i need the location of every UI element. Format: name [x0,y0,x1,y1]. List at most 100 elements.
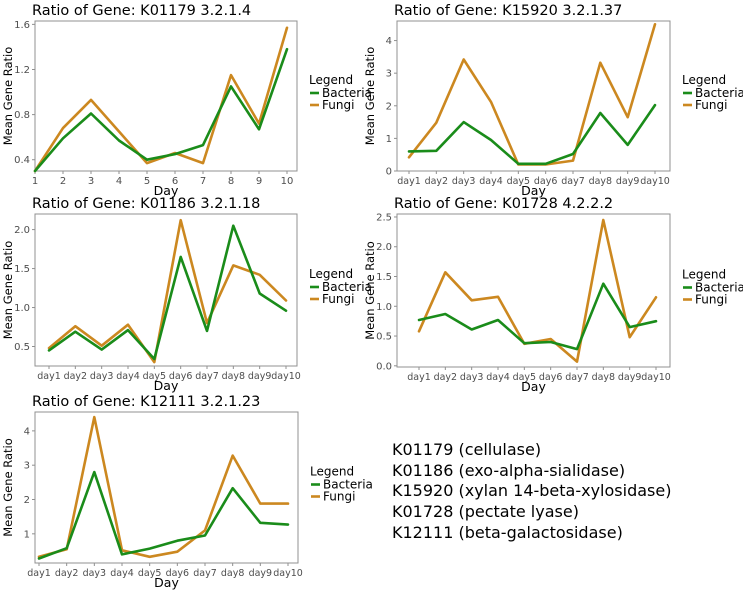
x-tick-label: day9 [618,372,642,383]
x-tick-label: 6 [172,176,178,187]
x-tick-label: day7 [195,371,219,382]
gene-key: K01179 (cellulase) K01186 (exo-alpha-sia… [392,440,671,543]
chart-panel-3: Ratio of Gene: K01186 3.2.1.18 0.5 1.0 1.5 2… [1,196,372,393]
x-tick-label: day2 [425,176,449,187]
x-tick-label: day6 [534,176,558,187]
x-tick-label: day4 [479,176,503,187]
legend-label: Fungi [695,293,727,307]
y-tick-label: 1.0 [14,303,30,314]
x-tick-label: day2 [64,371,88,382]
legend-label: Fungi [695,98,727,112]
chart-title: Ratio of Gene: K01186 3.2.1.18 [32,196,260,212]
y-tick-label: 1.5 [376,272,392,283]
y-axis-label: Mean Gene Ratio [363,47,377,146]
y-tick-label: 1 [24,529,30,540]
x-tick-label: day9 [616,176,640,187]
x-axis-label: Day [154,378,179,393]
y-tick-label: 0.0 [376,361,392,372]
x-tick-label: 4 [116,176,122,187]
y-tick-label: 0.8 [14,110,30,121]
x-tick-label: day10 [273,568,303,579]
x-tick-label: day1 [407,372,431,383]
gene-key-item: K01728 (pectate lyase) [392,502,579,522]
chart-title: Ratio of Gene: K01179 3.2.1.4 [32,3,251,19]
legend-title: Legend [309,267,353,281]
x-tick-label: day8 [221,568,245,579]
x-tick-label: day3 [90,371,114,382]
chart-panel-2: Ratio of Gene: K15920 3.2.1.37 0 1 2 3 4 day1 d… [363,3,743,198]
x-tick-label: 3 [88,176,94,187]
y-tick-label: 1.6 [14,20,30,31]
x-tick-label: day2 [55,568,79,579]
x-tick-label: day9 [249,568,273,579]
y-tick-label: 2.0 [376,242,392,253]
plot-frame [34,213,298,367]
x-tick-label: day4 [486,372,510,383]
plot-frame [34,411,299,564]
x-tick-label: day10 [271,371,301,382]
x-tick-label: 10 [281,176,294,187]
y-axis-label: Mean Gene Ratio [1,47,15,146]
y-tick-label: 0.5 [376,332,392,343]
series-line-bacteria [417,282,658,351]
legend-label: Bacteria [695,281,743,295]
x-tick-label: day6 [166,568,190,579]
y-tick-label: 1.0 [376,302,392,313]
y-axis-label: Mean Gene Ratio [363,241,377,340]
y-tick-label: 2.0 [14,225,30,236]
x-tick-label: day10 [641,372,671,383]
y-tick-label: 2.5 [376,212,392,223]
legend-label: Bacteria [322,280,372,294]
y-tick-label: 1 [386,134,392,145]
x-tick-label: 1 [32,176,38,187]
x-tick-label: day5 [138,568,162,579]
chart-title: Ratio of Gene: K01728 4.2.2.2 [394,196,613,212]
x-tick-label: day7 [193,568,217,579]
x-tick-label: day7 [561,176,585,187]
x-tick-label: day6 [539,372,563,383]
x-tick-label: day6 [169,371,193,382]
y-tick-label: 3 [386,69,392,80]
chart-title: Ratio of Gene: K15920 3.2.1.37 [394,3,622,19]
y-tick-label: 1.2 [14,65,30,76]
x-tick-label: day10 [640,176,670,187]
y-tick-label: 2 [24,495,30,506]
x-tick-label: 7 [200,176,206,187]
x-tick-label: day1 [37,371,61,382]
gene-key-item: K12111 (beta-galactosidase) [392,522,623,542]
legend-title: Legend [682,268,726,282]
x-tick-label: 8 [228,176,234,187]
x-tick-label: 2 [60,176,66,187]
x-axis-label: Day [154,183,179,198]
x-tick-label: day5 [143,371,167,382]
y-axis-label: Mean Gene Ratio [1,241,15,340]
chart-panel-4: Ratio of Gene: K01728 4.2.2.2 0.0 0.5 1.0 1.… [363,196,743,394]
x-tick-label: day1 [27,568,51,579]
x-axis-label: Day [521,183,546,198]
y-tick-label: 0 [386,167,392,178]
series-line-bacteria [33,47,289,173]
legend-label: Fungi [323,490,355,504]
x-tick-label: day8 [592,372,616,383]
x-axis-label: Day [521,379,546,394]
x-tick-label: day9 [248,371,272,382]
legend-title: Legend [309,73,353,87]
legend-label: Fungi [322,292,354,306]
y-tick-label: 0.4 [14,155,30,166]
y-tick-label: 1.5 [14,264,30,275]
chart-title: Ratio of Gene: K12111 3.2.1.23 [32,394,260,410]
x-tick-label: day7 [565,372,589,383]
x-tick-label: day3 [460,372,484,383]
legend-label: Bacteria [323,478,373,492]
x-tick-label: day3 [452,176,476,187]
gene-key-item: K15920 (xylan 14-beta-xylosidase) [392,481,672,501]
y-tick-label: 0.5 [14,342,30,353]
x-tick-label: day8 [589,176,613,187]
plot-frame [34,20,298,172]
x-tick-label: 9 [256,176,262,187]
series-line-bacteria [47,224,288,361]
series-line-bacteria [37,470,290,560]
y-tick-label: 2 [386,101,392,112]
